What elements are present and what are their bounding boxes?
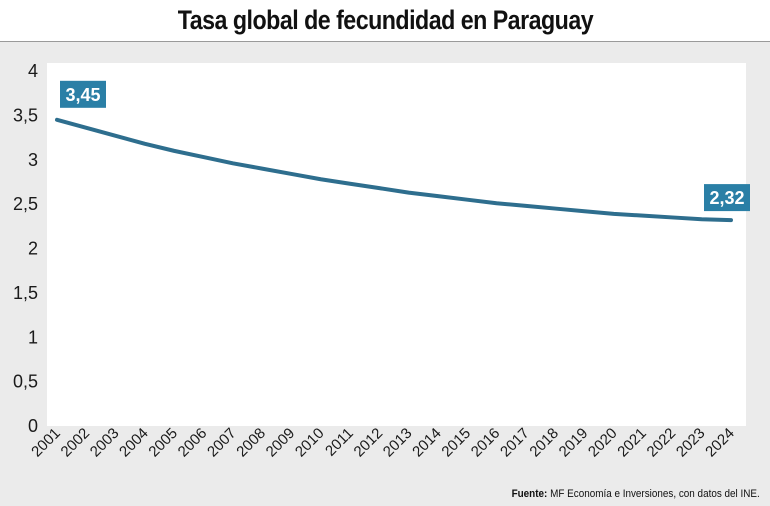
x-tick-label: 2020 — [585, 425, 621, 461]
x-tick-label: 2009 — [263, 425, 299, 461]
y-tick-label: 3,5 — [13, 105, 38, 125]
x-tick-label: 2008 — [233, 425, 269, 461]
x-tick-label: 2022 — [644, 425, 680, 461]
data-label-box — [704, 184, 750, 212]
y-tick-label: 0 — [28, 416, 38, 436]
x-tick-label: 2023 — [673, 425, 709, 461]
x-tick-label: 2024 — [702, 425, 738, 461]
x-tick-label: 2021 — [614, 425, 650, 461]
plot-area — [47, 63, 746, 426]
data-label: 3,45 — [65, 85, 100, 105]
source-note: Fuente: MF Economía e Inversiones, con d… — [512, 488, 760, 500]
x-tick-label: 2004 — [116, 425, 152, 461]
y-tick-label: 1,5 — [13, 283, 38, 303]
x-tick-label: 2002 — [58, 425, 94, 461]
x-tick-label: 2005 — [145, 425, 181, 461]
x-tick-label: 2006 — [175, 425, 211, 461]
x-tick-label: 2016 — [468, 425, 504, 461]
x-tick-label: 2003 — [87, 425, 123, 461]
x-tick-label: 2015 — [438, 425, 474, 461]
title-bar: Tasa global de fecundidad en Paraguay — [0, 0, 770, 42]
x-tick-label: 2017 — [497, 425, 533, 461]
y-tick-label: 0,5 — [13, 372, 38, 392]
chart-title: Tasa global de fecundidad en Paraguay — [177, 5, 593, 35]
x-tick-label: 2011 — [322, 425, 357, 460]
data-label: 2,32 — [709, 188, 744, 208]
x-tick-label: 2018 — [526, 425, 562, 461]
y-tick-label: 2,5 — [13, 194, 38, 214]
x-tick-label: 2013 — [380, 425, 416, 461]
y-tick-label: 4 — [28, 61, 38, 81]
x-tick-label: 2014 — [409, 425, 445, 461]
y-tick-label: 1 — [28, 327, 38, 347]
x-tick-label: 2019 — [556, 425, 592, 461]
y-tick-label: 2 — [28, 239, 38, 259]
series-line — [55, 117, 733, 223]
x-tick-label: 2007 — [204, 425, 240, 461]
y-tick-label: 3 — [28, 150, 38, 170]
source-text: MF Economía e Inversiones, con datos del… — [550, 488, 760, 500]
data-label-box — [60, 80, 106, 108]
x-tick-label: 2010 — [292, 425, 328, 461]
x-tick-label: 2012 — [351, 425, 387, 461]
source-label: Fuente: — [511, 488, 548, 500]
